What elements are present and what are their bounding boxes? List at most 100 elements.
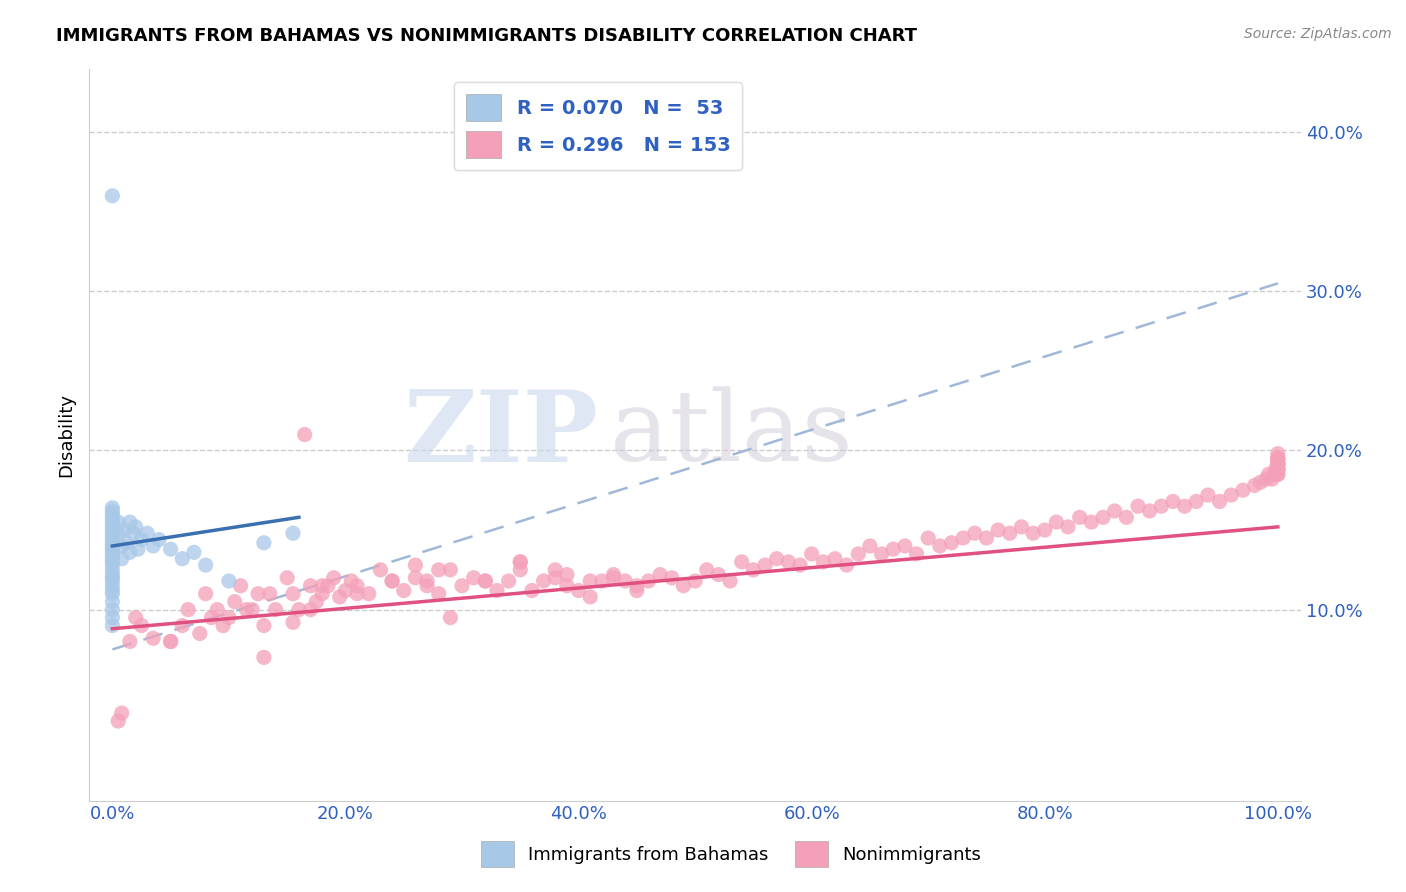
Point xyxy=(1174,499,1197,513)
Point xyxy=(1267,456,1289,470)
Point xyxy=(1267,459,1289,474)
Point xyxy=(509,555,531,569)
Point xyxy=(1267,447,1289,461)
Point xyxy=(101,563,124,577)
Point xyxy=(474,574,496,588)
Point xyxy=(101,533,124,547)
Point xyxy=(183,545,205,559)
Point xyxy=(101,516,124,531)
Point xyxy=(533,574,555,588)
Point xyxy=(439,563,461,577)
Point xyxy=(101,549,124,563)
Point xyxy=(172,551,194,566)
Point xyxy=(824,551,846,566)
Point xyxy=(101,504,124,518)
Point xyxy=(1257,467,1279,482)
Point xyxy=(731,555,754,569)
Point xyxy=(125,520,148,534)
Point xyxy=(555,579,578,593)
Point xyxy=(101,523,124,537)
Point xyxy=(311,587,333,601)
Point xyxy=(1267,467,1289,482)
Point xyxy=(101,542,124,557)
Point xyxy=(1057,520,1080,534)
Point xyxy=(485,583,508,598)
Point xyxy=(1104,504,1126,518)
Point xyxy=(928,539,950,553)
Point xyxy=(392,583,415,598)
Point xyxy=(555,567,578,582)
Point xyxy=(172,618,194,632)
Point xyxy=(789,558,811,572)
Point xyxy=(439,610,461,624)
Point xyxy=(159,634,181,648)
Text: atlas: atlas xyxy=(610,386,853,483)
Point xyxy=(1115,510,1137,524)
Point xyxy=(859,539,882,553)
Point xyxy=(305,595,328,609)
Point xyxy=(281,587,304,601)
Point xyxy=(544,571,567,585)
Point xyxy=(1161,494,1184,508)
Text: ZIP: ZIP xyxy=(404,386,598,483)
Point xyxy=(1267,456,1289,470)
Point xyxy=(101,574,124,588)
Point xyxy=(111,539,134,553)
Point xyxy=(370,563,392,577)
Point xyxy=(212,618,235,632)
Point xyxy=(247,587,270,601)
Point xyxy=(404,558,426,572)
Point xyxy=(101,587,124,601)
Point xyxy=(952,531,974,545)
Point xyxy=(235,602,257,616)
Point xyxy=(253,650,276,665)
Point xyxy=(101,567,124,582)
Point xyxy=(1243,478,1265,492)
Point xyxy=(322,571,344,585)
Point xyxy=(1264,462,1286,476)
Point xyxy=(509,555,531,569)
Point xyxy=(131,618,153,632)
Point xyxy=(118,634,141,648)
Point xyxy=(340,574,363,588)
Point xyxy=(115,536,138,550)
Point xyxy=(835,558,858,572)
Point xyxy=(218,610,240,624)
Point xyxy=(346,587,368,601)
Point xyxy=(101,618,124,632)
Legend: R = 0.070   N =  53, R = 0.296   N = 153: R = 0.070 N = 53, R = 0.296 N = 153 xyxy=(454,82,742,170)
Point xyxy=(281,615,304,630)
Point xyxy=(650,567,672,582)
Point xyxy=(894,539,917,553)
Point xyxy=(101,583,124,598)
Point xyxy=(101,579,124,593)
Point xyxy=(136,526,159,541)
Point xyxy=(1139,504,1161,518)
Point xyxy=(707,567,730,582)
Point xyxy=(101,520,124,534)
Point xyxy=(626,583,648,598)
Point xyxy=(1069,510,1091,524)
Point xyxy=(1208,494,1230,508)
Text: IMMIGRANTS FROM BAHAMAS VS NONIMMIGRANTS DISABILITY CORRELATION CHART: IMMIGRANTS FROM BAHAMAS VS NONIMMIGRANTS… xyxy=(56,27,917,45)
Point xyxy=(1263,467,1285,482)
Point xyxy=(718,574,741,588)
Y-axis label: Disability: Disability xyxy=(58,392,75,476)
Point xyxy=(316,579,339,593)
Point xyxy=(224,595,246,609)
Point xyxy=(142,539,165,553)
Point xyxy=(579,590,602,604)
Point xyxy=(101,551,124,566)
Point xyxy=(637,574,659,588)
Point xyxy=(101,539,124,553)
Point xyxy=(194,558,217,572)
Point xyxy=(101,536,124,550)
Point xyxy=(427,587,450,601)
Point xyxy=(294,427,316,442)
Point xyxy=(998,526,1021,541)
Point xyxy=(1033,523,1056,537)
Point xyxy=(188,626,211,640)
Point xyxy=(381,574,404,588)
Point xyxy=(177,602,200,616)
Point xyxy=(1092,510,1115,524)
